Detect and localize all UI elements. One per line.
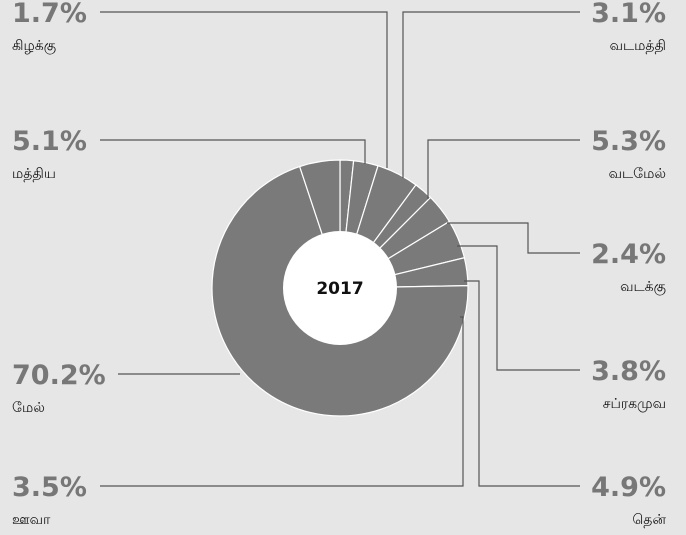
value-label-8: 70.2% bbox=[12, 360, 106, 391]
category-label-3: வடமேல் bbox=[609, 166, 666, 182]
leader-line-6 bbox=[464, 280, 580, 487]
labels-group: 1.7% கிழக்கு 3.1% வடமத்தி 5.3% வடமேல் 2.4% வடக்… bbox=[12, 0, 666, 528]
value-label-4: 2.4% bbox=[591, 239, 666, 270]
leader-line-9 bbox=[100, 139, 366, 164]
category-label-8: மேல் bbox=[12, 400, 45, 416]
category-label-5: சப்ரகமுவ bbox=[603, 396, 666, 412]
category-label-2: வடமத்தி bbox=[610, 38, 666, 54]
category-label-7: ஊவா bbox=[12, 512, 51, 528]
value-label-5: 3.8% bbox=[591, 356, 666, 387]
leader-lines-group bbox=[100, 11, 580, 487]
category-label-6: தென் bbox=[632, 512, 666, 528]
category-label-9: மத்திய bbox=[12, 166, 56, 182]
center-year-label: 2017 bbox=[316, 279, 363, 299]
value-label-3: 5.3% bbox=[591, 126, 666, 157]
donut-hole bbox=[283, 231, 397, 345]
value-label-7: 3.5% bbox=[12, 472, 87, 503]
leader-line-7 bbox=[100, 316, 464, 487]
leader-line-5 bbox=[457, 245, 580, 371]
category-label-1: கிழக்கு bbox=[12, 38, 56, 55]
value-label-9: 5.1% bbox=[12, 126, 87, 157]
leader-line-1 bbox=[100, 11, 388, 168]
value-label-1: 1.7% bbox=[12, 0, 87, 29]
leader-line-3 bbox=[427, 139, 580, 199]
value-label-2: 3.1% bbox=[591, 0, 666, 29]
leader-line-4 bbox=[447, 222, 580, 254]
category-label-4: வடக்கு bbox=[620, 279, 666, 296]
leader-line-2 bbox=[402, 11, 580, 178]
value-label-6: 4.9% bbox=[591, 472, 666, 503]
